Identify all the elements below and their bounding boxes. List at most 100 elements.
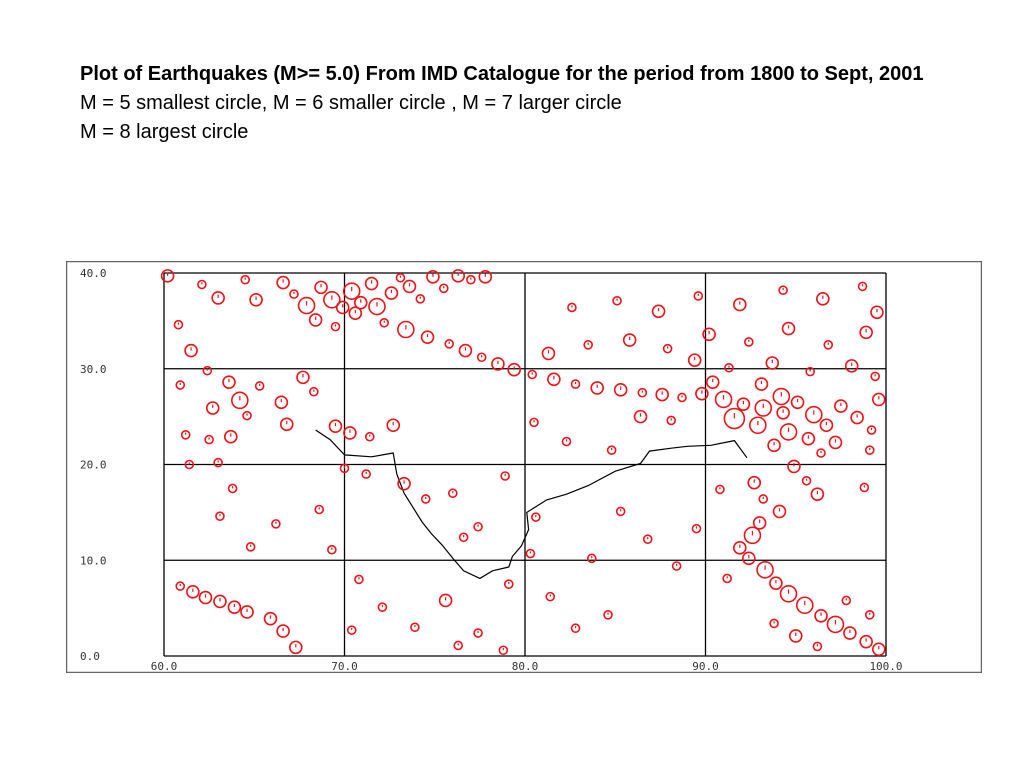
x-tick-label: 70.0	[331, 660, 358, 673]
earthquake-marker-m6	[655, 387, 669, 402]
earthquake-marker-m6	[402, 279, 417, 294]
earthquake-marker-m6	[819, 418, 834, 433]
earthquake-marker-m5	[525, 548, 536, 559]
earthquake-marker-m6	[828, 435, 843, 450]
earthquake-marker-m5	[570, 623, 581, 634]
earthquake-marker-m6	[765, 356, 780, 370]
earthquake-marker-m6	[844, 359, 859, 373]
caption-line-1: M = 5 smallest circle, M = 6 smaller cir…	[80, 92, 622, 114]
earthquake-marker-m5	[204, 434, 214, 445]
y-tick-label: 30.0	[80, 363, 107, 376]
map-border	[65, 260, 983, 674]
map-canvas: 60.0 70.0 80.0 90.0 100.0 0.0 10.0 20.0 30.0 40.0	[65, 260, 983, 674]
earthquake-marker-m5	[415, 294, 426, 304]
earthquake-marker-m6	[816, 292, 830, 306]
earthquake-marker-m6	[651, 304, 666, 319]
earthquake-marker-m5	[859, 482, 870, 493]
earthquake-marker-m5	[361, 469, 371, 479]
earthquake-marker-m5	[327, 544, 337, 555]
earthquake-marker-m6	[787, 459, 801, 474]
earthquake-map: 60.0 70.0 80.0 90.0 100.0 0.0 10.0 20.0 30.0 40.0	[65, 260, 983, 674]
earthquake-marker-m5	[583, 340, 593, 350]
earthquake-marker-m5	[476, 352, 487, 363]
earthquake-marker-m6	[211, 291, 225, 305]
earthquake-marker-m6	[223, 429, 238, 444]
earthquake-marker-m5	[500, 471, 510, 481]
earthquake-marker-m5	[603, 610, 613, 620]
earthquake-marker-m5	[379, 317, 390, 328]
y-tick-label: 20.0	[80, 459, 107, 472]
x-tick-label: 90.0	[692, 660, 719, 673]
earthquake-marker-m5	[823, 340, 834, 350]
earthquake-marker-m6	[747, 475, 762, 490]
coastline	[315, 429, 748, 580]
coastline-path	[315, 429, 748, 580]
earthquake-marker-m5	[691, 523, 702, 534]
earthquake-marker-m6	[622, 333, 637, 347]
y-tick-label: 10.0	[80, 554, 107, 567]
earthquake-marker-m6	[328, 419, 343, 433]
x-tick-label: 80.0	[512, 660, 539, 673]
earthquake-marker-m6	[781, 321, 796, 336]
earthquake-marker-m6	[160, 269, 175, 283]
earthquake-marker-m6	[222, 375, 236, 389]
earthquake-marker-m5	[812, 641, 823, 652]
earthquake-marker-m5	[184, 459, 195, 470]
earthquake-marker-m5	[801, 475, 812, 486]
y-tick-label: 40.0	[80, 267, 107, 280]
earthquake-marker-m5	[175, 380, 186, 390]
earthquake-marker-m5	[466, 274, 476, 285]
earthquake-marker-m6	[871, 392, 886, 407]
earthquake-marker-m5	[769, 618, 779, 629]
earthquake-marker-m6	[752, 516, 767, 530]
earthquake-marker-m7	[231, 391, 249, 410]
earthquake-marker-m5	[395, 272, 406, 283]
earthquake-marker-m5	[245, 542, 256, 552]
earthquake-marker-m7	[826, 615, 845, 634]
earthquake-marker-m5	[612, 295, 622, 306]
earthquake-marker-m6	[353, 295, 368, 310]
earthquake-marker-m5	[637, 387, 648, 398]
earthquake-events	[160, 269, 886, 657]
earthquake-marker-m6	[364, 276, 379, 291]
earthquake-marker-m6	[384, 286, 399, 300]
earthquake-marker-m5	[180, 430, 191, 440]
caption-line-2: M = 8 largest circle	[80, 121, 249, 143]
earthquake-marker-m7	[779, 423, 798, 441]
earthquake-marker-m5	[339, 463, 350, 474]
earthquake-marker-m5	[473, 521, 483, 532]
earthquake-marker-m5	[744, 337, 754, 347]
earthquake-marker-m5	[531, 512, 541, 522]
earthquake-marker-m7	[714, 390, 733, 409]
earthquake-marker-m5	[254, 381, 265, 391]
earthquake-marker-m5	[410, 622, 420, 633]
earthquake-marker-m5	[240, 274, 251, 285]
earthquake-marker-m6	[184, 343, 198, 358]
earthquake-marker-m6	[227, 600, 242, 614]
earthquake-marker-m6	[801, 431, 816, 446]
earthquake-marker-m5	[458, 532, 469, 543]
earthquake-marker-m6	[871, 642, 886, 657]
earthquake-marker-m5	[453, 640, 464, 651]
earthquake-marker-m7	[342, 282, 361, 300]
earthquake-marker-m5	[197, 279, 207, 290]
earthquake-marker-m5	[377, 602, 388, 612]
earthquake-marker-m5	[202, 365, 213, 376]
earthquake-marker-m5	[227, 483, 238, 494]
earthquake-marker-m5	[529, 417, 539, 428]
earthquake-marker-m6	[205, 401, 220, 415]
earthquake-marker-m5	[447, 488, 458, 499]
earthquake-marker-m6	[732, 541, 747, 555]
earthquake-marker-m5	[175, 581, 186, 591]
axis-labels: 60.0 70.0 80.0 90.0 100.0 0.0 10.0 20.0 30.0 40.0	[80, 267, 903, 673]
earthquake-marker-m7	[323, 291, 341, 309]
earthquake-marker-m5	[242, 410, 252, 421]
earthquake-marker-m6	[695, 386, 709, 401]
earthquake-marker-m6	[702, 327, 716, 342]
earthquake-marker-m6	[397, 476, 411, 491]
earthquake-marker-m5	[420, 494, 431, 504]
earthquake-marker-m5	[271, 519, 281, 529]
earthquake-marker-m6	[541, 346, 556, 361]
earthquake-marker-m6	[772, 504, 787, 519]
earthquake-marker-m5	[677, 392, 687, 403]
